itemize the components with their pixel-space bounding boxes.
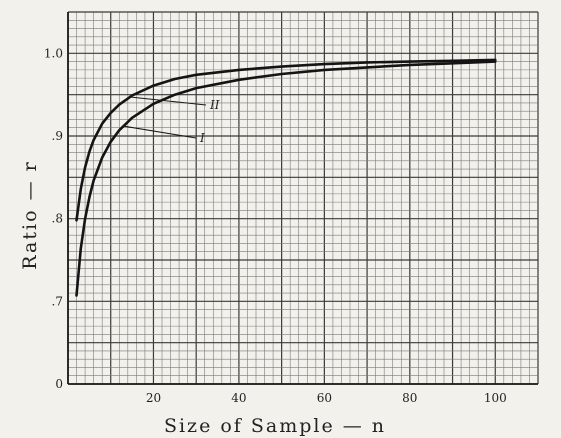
series-line-i (75, 60, 497, 297)
x-tick-label: 20 (146, 391, 161, 405)
x-tick-label: 60 (317, 391, 332, 405)
annotation-label: II (209, 98, 220, 112)
y-tick-label: .9 (52, 129, 63, 143)
y-tick-labels: 0 .7 .8 .9 1.0 (44, 46, 63, 391)
y-axis-label: Ratio — r (19, 160, 41, 269)
annotation-leader (129, 96, 207, 106)
x-tick-label: 40 (231, 391, 246, 405)
annotation-label: I (199, 131, 205, 145)
plot-frame (67, 12, 538, 385)
series-line-ii (75, 58, 497, 222)
y-tick-label: 1.0 (44, 46, 63, 60)
x-axis-label: Size of Sample — n (164, 415, 386, 437)
annotation-leader (123, 125, 197, 139)
x-tick-labels: 20 40 60 80 100 (146, 391, 507, 405)
series-lines (75, 58, 497, 297)
y-tick-label: 0 (55, 377, 63, 391)
grid (67, 11, 539, 385)
curve-annotations: III (123, 96, 220, 145)
x-tick-label: 100 (484, 391, 507, 405)
x-tick-label: 80 (402, 391, 417, 405)
y-tick-label: .7 (52, 294, 63, 308)
y-tick-label: .8 (52, 212, 63, 226)
